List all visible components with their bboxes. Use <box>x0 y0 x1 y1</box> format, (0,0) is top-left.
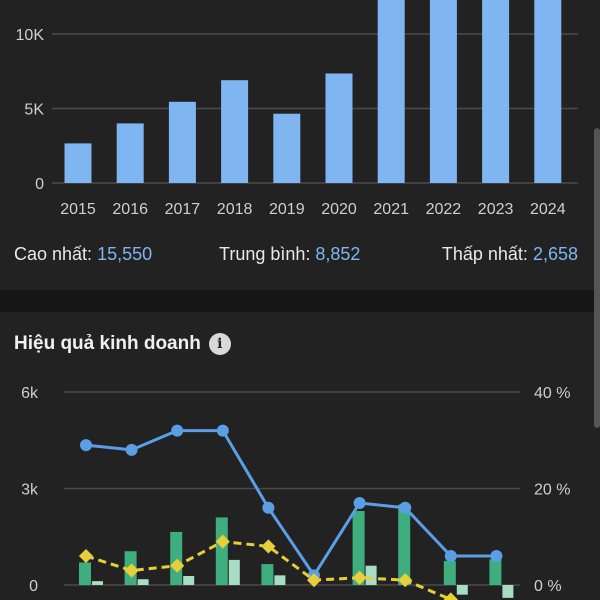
left-tick-label: 6k <box>21 385 39 402</box>
stat-max-value: 15,550 <box>97 244 153 264</box>
bar <box>398 504 411 585</box>
line-point <box>262 501 275 514</box>
revenue-card: 0 5K 10K 2015 2016 2017 2018 2019 2020 2021 2022 20… <box>0 0 600 290</box>
x-tick-label: 2015 <box>60 201 96 218</box>
bar <box>64 143 92 183</box>
dashed-line-point <box>170 558 185 573</box>
bar <box>170 531 183 585</box>
section-divider <box>0 290 600 312</box>
bar <box>261 564 274 585</box>
line-point <box>125 443 138 456</box>
dashed-line-point <box>78 548 94 564</box>
x-tick-label: 2018 <box>217 201 253 218</box>
bar <box>325 73 353 183</box>
line-point <box>80 439 92 452</box>
left-tick-label: 0 <box>29 578 38 595</box>
stat-avg-label: Trung bình: <box>219 244 316 264</box>
bar <box>429 0 457 183</box>
business-performance-chart: 0 0 % 3k 20 % 6k 40 % <box>21 385 570 600</box>
line-point <box>490 550 503 563</box>
x-tick-label: 2020 <box>321 201 357 218</box>
right-tick-label: 40 % <box>534 385 570 402</box>
x-tick-label: 2021 <box>373 201 409 218</box>
y-tick-label: 0 <box>35 176 44 193</box>
bar <box>489 559 502 585</box>
x-tick-label: 2016 <box>112 201 148 218</box>
bar <box>92 581 103 585</box>
bar <box>377 0 405 183</box>
bar <box>215 517 228 585</box>
dashed-line-point <box>306 573 322 588</box>
bar <box>534 0 562 183</box>
stat-min: Thấp nhất: 2,658 <box>442 244 578 265</box>
bar <box>274 575 286 585</box>
y-tick-label: 10K <box>16 27 45 44</box>
line-point <box>444 550 457 563</box>
right-tick-label: 20 % <box>534 482 570 499</box>
bar <box>352 511 365 585</box>
x-tick-label: 2019 <box>269 201 305 218</box>
bar <box>79 562 91 585</box>
bar <box>228 559 240 585</box>
line-point <box>171 424 184 437</box>
y-tick-label: 5K <box>24 102 44 119</box>
line-point <box>216 424 229 437</box>
stat-max-label: Cao nhất: <box>14 244 98 264</box>
x-tick-label: 2024 <box>530 201 566 218</box>
info-icon[interactable]: i <box>208 333 231 355</box>
scrollbar[interactable] <box>594 128 600 428</box>
x-tick-label: 2023 <box>478 201 514 218</box>
bar <box>443 560 456 585</box>
series-dashed-line <box>85 540 458 600</box>
dashed-line-point <box>215 534 230 549</box>
x-tick-label: 2017 <box>165 201 201 218</box>
bar <box>137 579 149 585</box>
dashed-line-point <box>398 573 413 588</box>
bar <box>273 113 301 183</box>
bar <box>221 80 249 183</box>
section-title-text: Hiệu quả kinh doanh <box>14 333 201 354</box>
summary-stats: Cao nhất: 15,550 Trung bình: 8,852 Thấp … <box>14 244 578 268</box>
right-tick-label: 0 % <box>534 578 562 595</box>
series-line <box>85 429 497 579</box>
revenue-bar-chart: 0 5K 10K 2015 2016 2017 2018 2019 2020 2021 2022 20… <box>16 0 578 218</box>
left-tick-label: 3k <box>21 482 39 499</box>
stat-avg: Trung bình: 8,852 <box>219 244 360 265</box>
bar <box>456 585 468 595</box>
line-point <box>399 501 412 514</box>
stat-max: Cao nhất: 15,550 <box>14 244 152 265</box>
stat-avg-value: 8,852 <box>315 244 361 264</box>
dashed-line-point <box>352 570 367 585</box>
x-tick-label: 2022 <box>426 201 462 218</box>
line-point <box>353 496 366 509</box>
stat-min-value: 2,658 <box>532 244 578 264</box>
bar <box>183 575 195 585</box>
dashed-line-point <box>443 592 458 600</box>
bar <box>116 123 144 183</box>
bar <box>365 565 377 585</box>
bar <box>168 101 196 183</box>
bar <box>502 585 514 598</box>
section-title: Hiệu quả kinh doanh i <box>14 333 231 355</box>
stat-min-label: Thấp nhất: <box>441 244 533 264</box>
dashed-line-point <box>261 539 276 554</box>
bar <box>482 0 510 183</box>
